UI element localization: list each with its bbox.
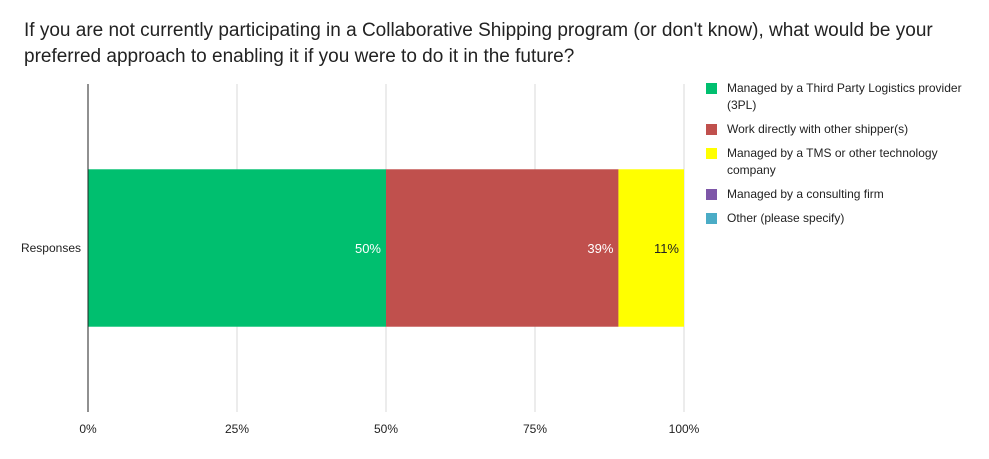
legend: Managed by a Third Party Logistics provi… (706, 80, 966, 234)
x-tick-label: 75% (523, 422, 547, 436)
legend-swatch (706, 83, 717, 94)
legend-item: Managed by a TMS or other technology com… (706, 145, 966, 179)
data-label: 50% (355, 241, 381, 256)
legend-label: Work directly with other shipper(s) (727, 122, 909, 136)
bar-segment (88, 169, 386, 327)
legend-label: Other (please specify) (727, 211, 845, 225)
legend-item: Other (please specify) (706, 210, 966, 227)
legend-item: Managed by a consulting firm (706, 186, 966, 203)
bar-segment (386, 169, 619, 327)
legend-item: Managed by a Third Party Logistics provi… (706, 80, 966, 114)
x-tick-label: 0% (79, 422, 97, 436)
legend-label: Managed by a TMS or other technology com… (727, 146, 938, 177)
legend-item: Work directly with other shipper(s) (706, 121, 966, 138)
category-label: Responses (21, 241, 81, 255)
data-labels: 50% 39% 11% (355, 241, 679, 256)
legend-swatch (706, 189, 717, 200)
x-tick-label: 50% (374, 422, 398, 436)
bars (88, 169, 684, 327)
bar-segment (618, 169, 684, 327)
legend-swatch (706, 124, 717, 135)
data-label: 11% (654, 241, 679, 256)
data-label: 39% (587, 241, 613, 256)
legend-label: Managed by a consulting firm (727, 187, 884, 201)
legend-swatch (706, 148, 717, 159)
x-tick-label: 100% (669, 422, 700, 436)
legend-label: Managed by a Third Party Logistics provi… (727, 81, 962, 112)
legend-swatch (706, 213, 717, 224)
chart-title: If you are not currently participating i… (24, 20, 933, 67)
axes: 0% 25% 50% 75% 100% Responses (21, 84, 700, 436)
x-tick-label: 25% (225, 422, 249, 436)
